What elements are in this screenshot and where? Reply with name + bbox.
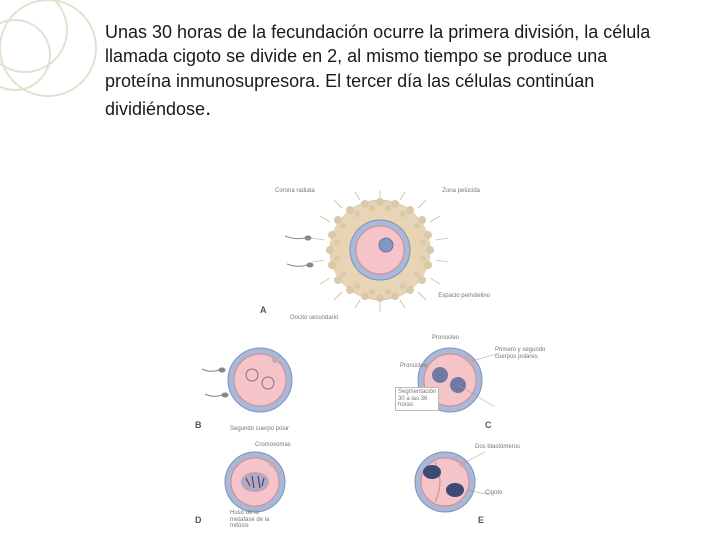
anno-c-top: Pronúcleo [432, 335, 459, 342]
panel-a: A Corona radiata Zona pelúcida Espacio p… [270, 190, 490, 320]
paragraph-period: . [205, 95, 211, 120]
anno-d-b1: Huso de la [230, 510, 269, 517]
panel-b-label: B [195, 420, 202, 430]
anno-a-tl: Corona radiata [275, 188, 315, 195]
anno-d-b3: mitosis [230, 523, 269, 530]
anno-a-bl: Oocito secundario [290, 315, 338, 322]
panel-b: B Segundo cuerpo polar [200, 335, 320, 430]
panel-d: D Cromosomas Huso de la metafase de la m… [200, 440, 320, 525]
main-paragraph: Unas 30 horas de la fecundación ocurre l… [105, 20, 665, 123]
paragraph-text: Unas 30 horas de la fecundación ocurre l… [105, 22, 650, 119]
anno-d-bottom: Huso de la metafase de la mitosis [230, 510, 269, 530]
decorative-circles [0, 0, 110, 110]
panel-c-label: C [485, 420, 492, 430]
panel-e: E Dos blastómeros Cigoto [390, 440, 510, 525]
panel-d-label: D [195, 515, 202, 525]
panel-e-label: E [478, 515, 484, 525]
anno-a-br: Espacio perivitelino [438, 293, 490, 300]
anno-d-top: Cromosomas [255, 442, 291, 449]
panel-c: C Pronúcleo Pronúcleo Segmentación 30 a … [390, 335, 560, 430]
panel-a-label: A [260, 305, 267, 315]
anno-a-tr: Zona pelúcida [442, 188, 480, 195]
anno-c-mid: Pronúcleo [400, 363, 427, 370]
anno-c-box2: 30 a las 36 [398, 396, 436, 403]
anno-c-right: Primero y segundo cuerpos polares [495, 347, 557, 360]
anno-e-top: Dos blastómeros [475, 444, 525, 451]
fertilization-diagram: A Corona radiata Zona pelúcida Espacio p… [200, 190, 580, 530]
anno-e-right: Cigoto [485, 490, 502, 497]
anno-d-b2: metafase de la [230, 517, 269, 524]
anno-c-box: Segmentación 30 a las 36 horas [395, 387, 439, 411]
anno-c-box3: horas [398, 402, 436, 409]
anno-b: Segundo cuerpo polar [230, 426, 289, 433]
anno-c-box1: Segmentación [398, 389, 436, 396]
